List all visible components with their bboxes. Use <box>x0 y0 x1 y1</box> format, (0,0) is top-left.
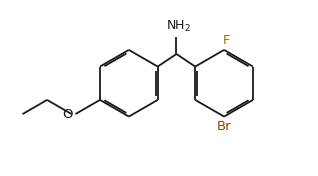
Text: F: F <box>223 34 230 47</box>
Text: O: O <box>63 108 73 121</box>
Text: NH$_2$: NH$_2$ <box>166 19 190 34</box>
Text: Br: Br <box>217 120 232 133</box>
